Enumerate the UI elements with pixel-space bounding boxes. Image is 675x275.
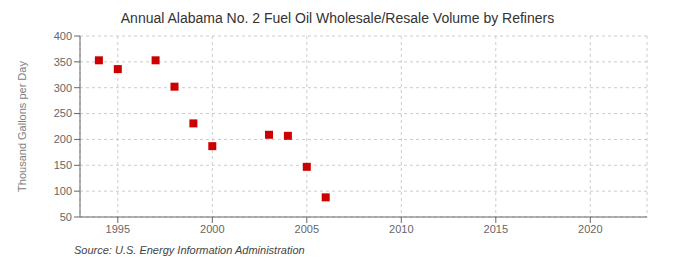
svg-text:400: 400	[54, 30, 72, 42]
svg-text:Thousand Gallons per Day: Thousand Gallons per Day	[16, 61, 28, 192]
svg-text:250: 250	[54, 107, 72, 119]
html-text:Source: U.S. Energy Informatio: Source: U.S. Energy Information Administ…	[74, 244, 305, 256]
svg-text:350: 350	[54, 56, 72, 68]
html-text:Annual Alabama No. 2 Fuel Oil: Annual Alabama No. 2 Fuel Oil Wholesale/…	[120, 10, 555, 26]
svg-text:200: 200	[54, 133, 72, 145]
svg-text:2020: 2020	[578, 223, 602, 235]
svg-text:2000: 2000	[200, 223, 224, 235]
svg-text:2015: 2015	[484, 223, 508, 235]
svg-text:2005: 2005	[295, 223, 319, 235]
svg-text:1995: 1995	[106, 223, 130, 235]
svg-text:100: 100	[54, 185, 72, 197]
svg-text:2010: 2010	[389, 223, 413, 235]
svg-text:50: 50	[60, 211, 72, 223]
svg-text:300: 300	[54, 82, 72, 94]
svg-text:150: 150	[54, 159, 72, 171]
